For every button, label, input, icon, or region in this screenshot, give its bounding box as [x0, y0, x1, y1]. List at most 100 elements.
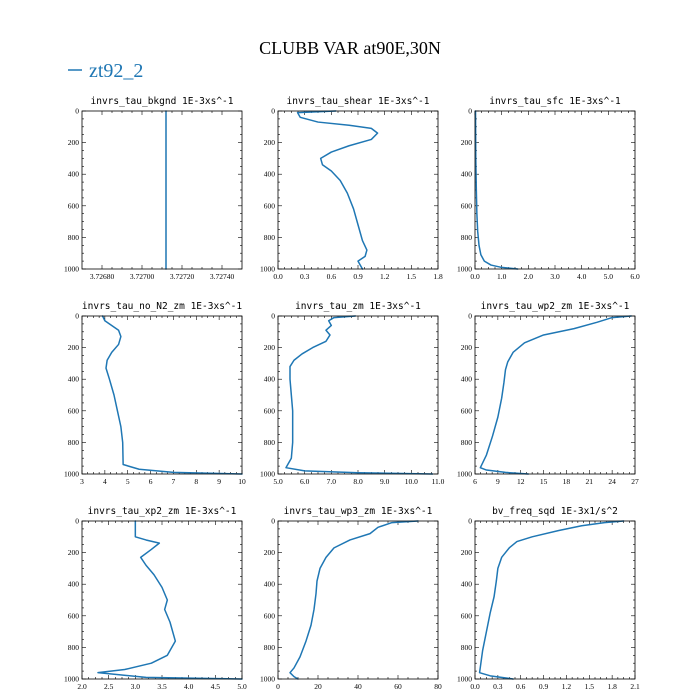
- y-tick-label: 400: [68, 580, 80, 589]
- series-line: [97, 520, 243, 680]
- x-tick-label: 9: [217, 477, 221, 486]
- y-tick-label: 200: [461, 138, 473, 147]
- y-tick-label: 800: [68, 643, 80, 652]
- x-tick-label: 0.3: [300, 272, 310, 281]
- x-tick-label: 3: [80, 477, 84, 486]
- y-tick-label: 400: [264, 375, 276, 384]
- x-tick-label: 27: [631, 477, 639, 486]
- plot-frame: [81, 520, 243, 680]
- x-tick-label: 7: [172, 477, 176, 486]
- x-tick-label: 3.72680: [90, 272, 115, 281]
- legend: zt92_2: [68, 60, 143, 82]
- x-tick-label: 60: [394, 682, 402, 691]
- y-tick-label: 0: [75, 312, 79, 321]
- y-tick-label: 200: [461, 548, 473, 557]
- panel-6: invrs_tau_wp2_zm 1E-3xs^-1 0 200 400 600 800 1…: [457, 301, 639, 486]
- x-tick-label: 6: [473, 477, 477, 486]
- x-tick-label: 0.0: [273, 272, 283, 281]
- y-tick-label: 200: [68, 343, 80, 352]
- y-tick-label: 600: [264, 201, 276, 210]
- x-tick-label: 6: [149, 477, 153, 486]
- panel-1: invrs_tau_bkgnd 1E-3xs^-1 0 200 400 600 800 10…: [64, 96, 243, 281]
- y-tick-label: 600: [461, 201, 473, 210]
- x-tick-label: 20: [314, 682, 322, 691]
- x-tick-label: 10.0: [405, 477, 418, 486]
- x-tick-label: 8: [194, 477, 198, 486]
- y-tick-label: 200: [68, 138, 80, 147]
- plot-frame: [277, 110, 439, 270]
- series-line: [479, 315, 632, 475]
- y-tick-label: 800: [264, 233, 276, 242]
- x-tick-label: 5: [126, 477, 130, 486]
- panel-title: invrs_tau_shear 1E-3xs^-1: [287, 96, 430, 107]
- x-tick-label: 3.72700: [130, 272, 155, 281]
- panel-title: invrs_tau_no_N2_zm 1E-3xs^-1: [82, 301, 242, 312]
- y-tick-label: 600: [461, 406, 473, 415]
- x-tick-label: 1.2: [380, 272, 390, 281]
- y-tick-label: 400: [264, 170, 276, 179]
- panel-9: bv_freq_sqd 1E-3x1/s^2020040060080010000…: [457, 506, 640, 691]
- series-line: [296, 110, 379, 270]
- y-tick-label: 1000: [457, 470, 472, 479]
- y-tick-label: 800: [461, 438, 473, 447]
- x-tick-label: 0.0: [470, 682, 480, 691]
- y-tick-label: 0: [271, 107, 275, 116]
- x-tick-label: 3.72720: [170, 272, 195, 281]
- y-tick-label: 0: [468, 107, 472, 116]
- panel-grid: invrs_tau_bkgnd 1E-3xs^-1020040060080010…: [64, 96, 640, 691]
- x-tick-label: 4.0: [184, 682, 194, 691]
- panel-7: invrs_tau_xp2_zm 1E-3xs^-1 0 200 400 600 800 1…: [64, 506, 247, 691]
- y-tick-label: 400: [461, 375, 473, 384]
- x-tick-label: 0.6: [327, 272, 337, 281]
- x-tick-label: 4.5: [211, 682, 221, 691]
- series-line: [474, 110, 519, 270]
- x-tick-label: 4: [103, 477, 107, 486]
- y-tick-label: 800: [461, 233, 473, 242]
- x-tick-label: 3.5: [157, 682, 167, 691]
- y-tick-label: 800: [264, 438, 276, 447]
- x-tick-label: 2.0: [524, 272, 534, 281]
- x-tick-label: 1.8: [433, 272, 443, 281]
- y-tick-label: 0: [271, 312, 275, 321]
- y-tick-label: 400: [68, 170, 80, 179]
- x-tick-label: 21: [586, 477, 594, 486]
- panel-title: invrs_tau_wp2_zm 1E-3xs^-1: [481, 301, 630, 312]
- panel-title: invrs_tau_xp2_zm 1E-3xs^-1: [88, 506, 237, 517]
- y-tick-label: 600: [461, 611, 473, 620]
- x-tick-label: 0.6: [516, 682, 526, 691]
- x-tick-label: 12: [517, 477, 525, 486]
- figure-title: CLUBB VAR at90E,30N: [259, 38, 441, 58]
- y-tick-label: 1000: [260, 675, 275, 684]
- x-tick-label: 7.0: [327, 477, 337, 486]
- x-tick-label: 2.1: [630, 682, 640, 691]
- plot-frame: [81, 315, 243, 475]
- x-tick-label: 9.0: [380, 477, 390, 486]
- y-tick-label: 200: [264, 548, 276, 557]
- x-tick-label: 3.0: [131, 682, 141, 691]
- y-tick-label: 600: [68, 611, 80, 620]
- x-tick-label: 11.0: [432, 477, 445, 486]
- y-tick-label: 200: [68, 548, 80, 557]
- y-tick-label: 0: [271, 517, 275, 526]
- plot-frame: [474, 110, 636, 270]
- x-tick-label: 3.0: [550, 272, 560, 281]
- y-tick-label: 600: [264, 406, 276, 415]
- y-tick-label: 1000: [260, 470, 275, 479]
- x-tick-label: 10: [238, 477, 246, 486]
- y-tick-label: 0: [468, 312, 472, 321]
- y-tick-label: 1000: [64, 675, 79, 684]
- y-tick-label: 400: [68, 375, 80, 384]
- x-tick-label: 24: [608, 477, 616, 486]
- panel-3: invrs_tau_sfc 1E-3xs^-1 0 200 400 600 800 1000…: [457, 96, 640, 281]
- series-line: [101, 315, 243, 475]
- x-tick-label: 5.0: [237, 682, 247, 691]
- x-tick-label: 1.0: [497, 272, 507, 281]
- y-tick-label: 600: [68, 406, 80, 415]
- y-tick-label: 1000: [64, 470, 79, 479]
- panel-5: invrs_tau_zm 1E-3xs^-1 0 200 400 600 800 10005…: [260, 301, 445, 486]
- plot-frame: [277, 315, 439, 475]
- x-tick-label: 0.9: [539, 682, 549, 691]
- y-tick-label: 1000: [64, 265, 79, 274]
- x-tick-label: 1.5: [585, 682, 595, 691]
